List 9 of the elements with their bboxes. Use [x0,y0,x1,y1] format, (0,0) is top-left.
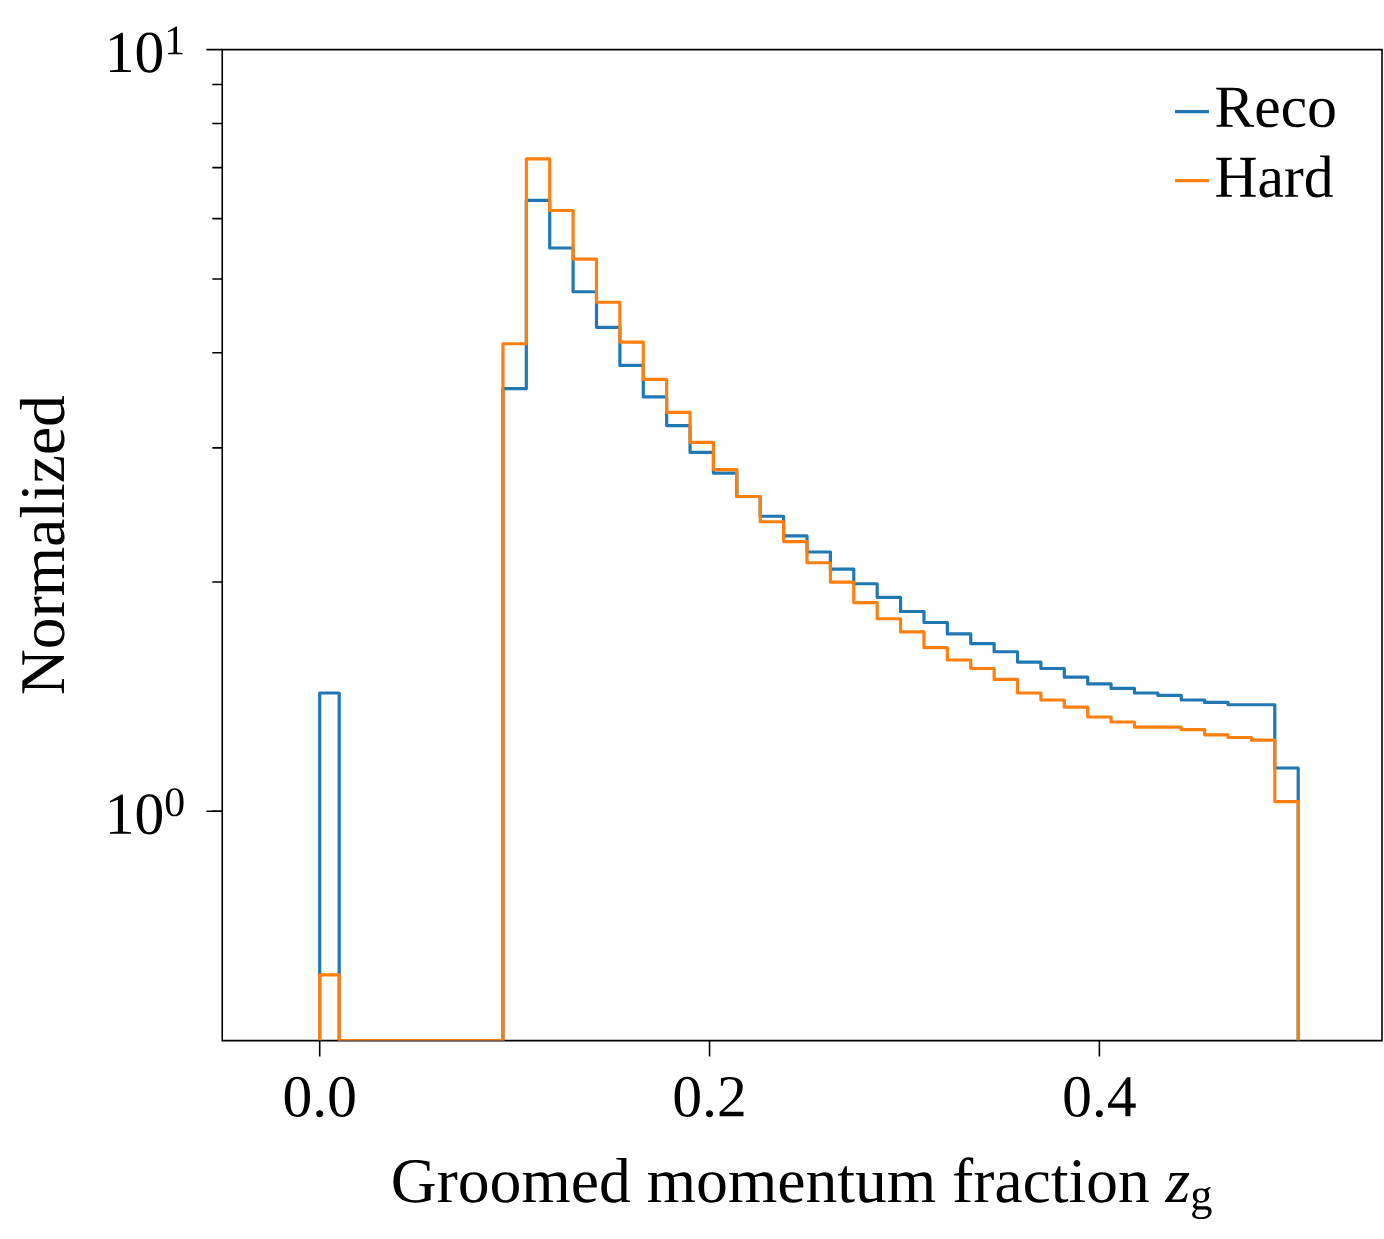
y-tick-label: 10$^{0}$ [109,788,184,835]
x-tick-label: 0.2 [674,1076,744,1118]
x-tick-label: 0.4 [1064,1076,1136,1118]
y-tick-label: 10$^{1}$ [109,26,183,73]
y-axis-title: Normalized [19,395,65,694]
legend-label: Hard [1216,155,1333,198]
legend-label: Reco [1216,87,1335,128]
x-tick-label: 0.0 [284,1076,355,1118]
x-axis-title: Groomed momentum fraction z$_{g}$ [393,1157,1212,1220]
